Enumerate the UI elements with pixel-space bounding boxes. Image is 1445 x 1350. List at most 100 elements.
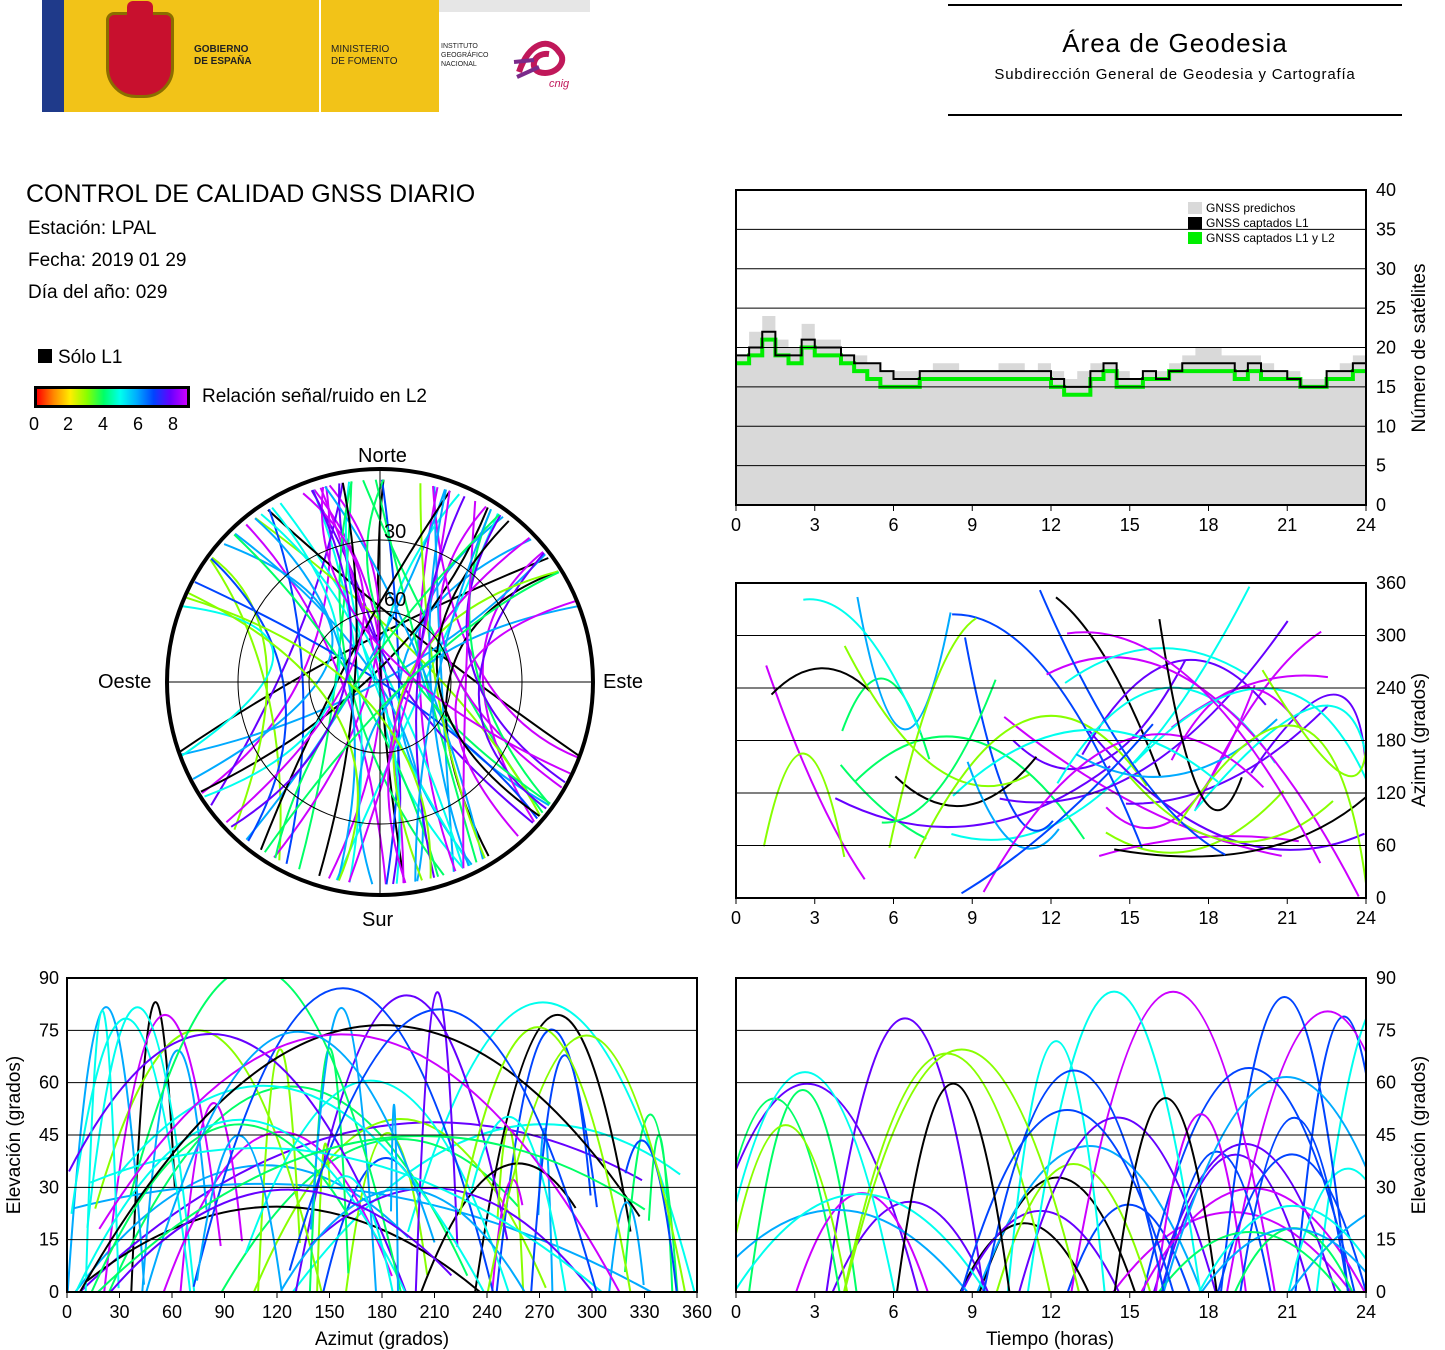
elevation-time-track xyxy=(825,1017,985,1292)
sky-track xyxy=(186,596,432,879)
elevation-azimuth-track xyxy=(474,1014,632,1292)
legend-l1-only: Sólo L1 xyxy=(38,347,122,369)
elevation-azimuth-x-tick: 210 xyxy=(419,1302,449,1322)
count-y-tick: 15 xyxy=(1376,377,1396,397)
count-x-ticks: 0 3 6 9 12 15 18 21 24 xyxy=(731,505,1376,535)
sky-track xyxy=(477,552,547,810)
azimuth-grid xyxy=(736,635,1366,846)
elevation-azimuth-y-tick: 30 xyxy=(39,1177,59,1197)
azimuth-time-chart: 0 3 6 9 12 15 18 21 24 0 60 120 180 240 300 360 Azimut… xyxy=(731,575,1430,928)
elevation-azimuth-x-tick: 180 xyxy=(367,1302,397,1322)
elevation-azimuth-x-tick: 90 xyxy=(214,1302,234,1322)
count-y-tick: 0 xyxy=(1376,495,1386,515)
l1-swatch-icon xyxy=(38,349,52,363)
gobierno-logo: GOBIERNO DE ESPAÑA xyxy=(64,0,319,112)
elevation-azimuth-track xyxy=(530,1054,592,1292)
elevation-time-track xyxy=(1113,1097,1218,1292)
count-y-tick: 20 xyxy=(1376,338,1396,358)
elevation-azimuth-track xyxy=(179,1102,243,1292)
ring-label-60: 60 xyxy=(384,589,406,611)
elevation-time-track xyxy=(1162,1076,1366,1292)
azimuth-x-tick: 12 xyxy=(1041,908,1061,928)
elevation-azimuth-track xyxy=(244,1079,510,1292)
elevation-azimuth-x-tick: 150 xyxy=(314,1302,344,1322)
elevation-azimuth-track xyxy=(141,1049,208,1292)
azimuth-track xyxy=(1158,618,1243,812)
elevation-azimuth-track xyxy=(90,1123,349,1292)
elevation-azimuth-y-tick: 60 xyxy=(39,1073,59,1093)
elevation-time-x-tick: 0 xyxy=(731,1302,741,1322)
sky-track xyxy=(225,492,366,823)
count-x-tick: 15 xyxy=(1120,515,1140,535)
sky-track xyxy=(387,537,531,884)
elevation-time-track xyxy=(982,1069,1165,1292)
elevation-azimuth-track xyxy=(68,1033,407,1292)
elevation-time-track xyxy=(1070,990,1276,1292)
sky-track xyxy=(188,592,359,881)
count-y-tick: 25 xyxy=(1376,298,1396,318)
sky-track xyxy=(320,486,571,775)
elevation-azimuth-x-tick: 240 xyxy=(472,1302,502,1322)
azimuth-track xyxy=(1055,596,1162,777)
sky-track xyxy=(273,484,381,859)
azimuth-track xyxy=(1066,631,1322,864)
elevation-azimuth-track xyxy=(79,1121,643,1292)
elevation-time-x-tick: 6 xyxy=(888,1302,898,1322)
legend-l1-swatch-icon xyxy=(1188,217,1202,229)
azimuth-track xyxy=(982,733,1265,893)
elevation-time-track xyxy=(843,1048,1080,1292)
elevation-time-y-tick: 90 xyxy=(1376,968,1396,988)
count-y-tick: 5 xyxy=(1376,456,1386,476)
sky-track xyxy=(263,571,560,853)
elevation-time-track xyxy=(1026,990,1202,1292)
elevation-time-x-tick: 15 xyxy=(1120,1302,1140,1322)
elevation-azimuth-track xyxy=(288,1008,598,1292)
area-title: Área de Geodesia xyxy=(1062,28,1288,58)
count-x-tick: 6 xyxy=(888,515,898,535)
azimuth-track xyxy=(952,728,1219,797)
legend-l1l2-swatch-icon xyxy=(1188,232,1202,244)
sky-track xyxy=(481,551,544,823)
institute-text-1: INSTITUTO xyxy=(441,43,478,50)
elevation-azimuth-track xyxy=(414,991,459,1292)
azimuth-track xyxy=(762,752,846,858)
elevation-time-x-tick: 9 xyxy=(967,1302,977,1322)
elevation-azimuth-y-tick: 45 xyxy=(39,1125,59,1145)
direction-south: Sur xyxy=(362,909,393,931)
azimuth-track xyxy=(894,756,1038,808)
elevation-azimuth-x-ticks: 0 30 60 90 120 150 180 210 240 270 300 330 360 xyxy=(62,1292,712,1322)
elevation-azimuth-track xyxy=(98,1033,621,1292)
sky-track xyxy=(415,495,466,878)
elevation-time-track xyxy=(1198,1204,1366,1292)
elevation-azimuth-track xyxy=(117,1084,485,1292)
azimuth-track xyxy=(834,765,1111,829)
count-legend: GNSS predichos GNSS captados L1 GNSS cap… xyxy=(1188,201,1335,245)
elevation-azimuth-track xyxy=(495,1028,598,1292)
sky-track xyxy=(260,513,401,884)
sky-track xyxy=(338,483,534,824)
elevation-azimuth-y-label: Elevación (grados) xyxy=(4,1056,25,1214)
elevation-time-track xyxy=(736,1124,849,1292)
elevation-azimuth-y-tick: 0 xyxy=(49,1282,59,1302)
elevation-time-y-tick: 30 xyxy=(1376,1177,1396,1197)
sky-track xyxy=(180,553,546,756)
elevation-time-track xyxy=(736,1208,969,1292)
azimuth-y-tick: 240 xyxy=(1376,678,1406,698)
elevation-time-track xyxy=(1220,996,1349,1292)
sky-track xyxy=(268,508,305,865)
elevation-azimuth-x-label: Azimut (grados) xyxy=(315,1329,449,1350)
legend-l1: GNSS captados L1 xyxy=(1206,216,1309,230)
azimuth-x-tick: 24 xyxy=(1356,908,1376,928)
ring-label-30: 30 xyxy=(384,521,406,543)
elevation-azimuth-y-tick: 75 xyxy=(39,1020,59,1040)
station-label: Estación: LPAL xyxy=(28,218,157,239)
azimuth-y-tick: 180 xyxy=(1376,731,1406,751)
snr-tick: 0 xyxy=(29,414,40,434)
elevation-azimuth-track xyxy=(252,1118,547,1292)
count-y-tick: 35 xyxy=(1376,219,1396,239)
azimuth-track xyxy=(1105,790,1285,854)
azimuth-track xyxy=(1003,716,1282,857)
direction-east: Este xyxy=(603,671,643,693)
azimuth-track xyxy=(1261,669,1366,778)
area-header: Área de Geodesia Subdirección General de… xyxy=(948,4,1402,116)
